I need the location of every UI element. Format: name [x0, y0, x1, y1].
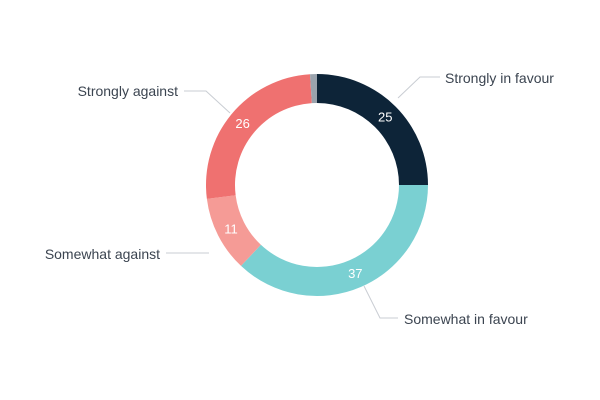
slice-value-strongly-in-favour: 25 — [378, 109, 392, 124]
label-leader-lines — [166, 76, 440, 319]
category-label-somewhat-against: Somewhat against — [45, 246, 160, 262]
category-label-strongly-against: Strongly against — [78, 83, 179, 99]
slice-strongly-in-favour — [317, 74, 428, 185]
leader-line-strongly-against — [184, 90, 231, 114]
slice-somewhat-in-favour — [241, 185, 428, 297]
category-labels: Strongly in favour Somewhat in favour Some… — [45, 70, 554, 327]
slice-other — [310, 74, 317, 104]
slice-somewhat-against — [206, 195, 261, 266]
category-label-somewhat-in-favour: Somewhat in favour — [404, 311, 528, 327]
slice-value-strongly-against: 26 — [235, 116, 249, 131]
category-label-strongly-in-favour: Strongly in favour — [445, 70, 554, 86]
slice-strongly-against — [206, 74, 312, 199]
slice-value-somewhat-against: 11 — [224, 221, 238, 236]
leader-line-somewhat-in-favour — [363, 285, 398, 319]
leader-line-strongly-in-favour — [397, 76, 440, 99]
donut-slices — [206, 74, 428, 297]
slice-value-somewhat-in-favour: 37 — [348, 266, 362, 281]
slice-value-labels: 25 37 11 26 — [224, 109, 392, 281]
